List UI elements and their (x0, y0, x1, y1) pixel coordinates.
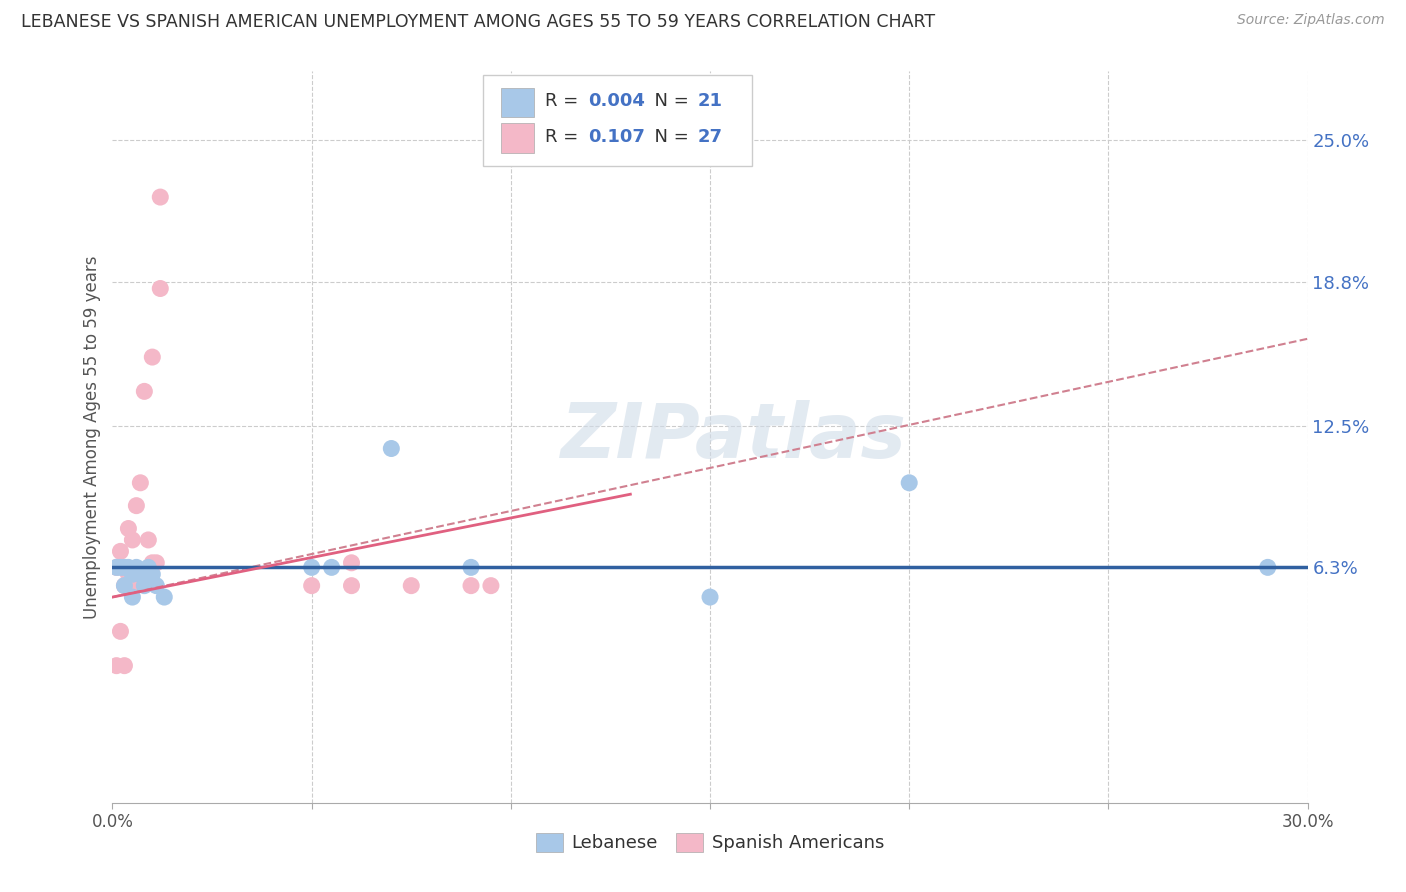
Point (125, 567, 148, 582)
Point (301, 560, 323, 574)
Y-axis label: Unemployment Among Ages 55 to 59 years: Unemployment Among Ages 55 to 59 years (83, 255, 101, 619)
Text: 0.107: 0.107 (588, 128, 645, 146)
Text: 21: 21 (699, 93, 723, 111)
Point (141, 350, 163, 364)
Point (460, 579, 482, 593)
Text: 27: 27 (699, 128, 723, 146)
Point (117, 567, 139, 582)
Text: ZIPatlas: ZIPatlas (561, 401, 907, 474)
Point (121, 533, 143, 547)
Point (129, 475, 152, 490)
Point (138, 560, 160, 574)
Point (125, 560, 148, 574)
Point (153, 590, 176, 604)
Point (105, 560, 128, 574)
Point (145, 579, 167, 593)
Point (141, 567, 163, 582)
Point (117, 560, 139, 574)
Text: Source: ZipAtlas.com: Source: ZipAtlas.com (1237, 13, 1385, 28)
Point (121, 567, 143, 582)
Point (110, 624, 132, 639)
Bar (501, 88, 534, 118)
Bar (501, 123, 534, 153)
Point (340, 579, 363, 593)
FancyBboxPatch shape (484, 75, 752, 167)
Point (898, 475, 921, 490)
Point (141, 556, 163, 570)
Point (110, 560, 132, 574)
Point (145, 556, 167, 570)
Text: N =: N = (643, 128, 695, 146)
Point (114, 579, 135, 593)
Point (699, 590, 721, 604)
Point (401, 579, 423, 593)
Point (1257, 560, 1279, 574)
Point (149, 190, 172, 204)
Text: 0.004: 0.004 (588, 93, 645, 111)
Text: LEBANESE VS SPANISH AMERICAN UNEMPLOYMENT AMONG AGES 55 TO 59 YEARS CORRELATION : LEBANESE VS SPANISH AMERICAN UNEMPLOYMEN… (21, 13, 935, 31)
Point (125, 499, 148, 513)
Point (114, 560, 135, 574)
Text: N =: N = (643, 93, 695, 111)
Point (380, 442, 402, 456)
Point (121, 590, 143, 604)
Point (114, 579, 135, 593)
Point (105, 658, 128, 673)
Point (460, 560, 482, 574)
Point (129, 567, 152, 582)
Point (134, 384, 156, 399)
Point (117, 521, 139, 535)
Point (110, 544, 132, 558)
Point (321, 560, 343, 574)
Text: R =: R = (546, 128, 583, 146)
Point (121, 579, 143, 593)
Point (479, 579, 502, 593)
Point (149, 281, 172, 295)
Point (134, 579, 156, 593)
Point (105, 560, 128, 574)
Point (340, 556, 363, 570)
Point (301, 579, 323, 593)
Point (138, 533, 160, 547)
Point (134, 567, 156, 582)
Legend: Lebanese, Spanish Americans: Lebanese, Spanish Americans (529, 826, 891, 860)
Point (114, 658, 135, 673)
Text: R =: R = (546, 93, 583, 111)
